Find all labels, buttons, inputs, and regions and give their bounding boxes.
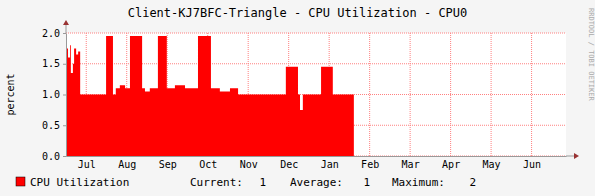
axis-arrow <box>574 153 579 159</box>
stat-label: Maximum: <box>392 176 445 189</box>
y-axis: 0.0 0.5 1.0 1.5 2.0 <box>42 28 67 162</box>
stat-value: 1 <box>363 176 370 189</box>
tick-mark <box>63 125 66 126</box>
tick-label: 2.0 <box>42 28 60 39</box>
grid-line <box>450 33 451 156</box>
tick: Jul <box>78 156 96 170</box>
tick: Apr <box>442 156 460 170</box>
axis-arrow <box>63 20 69 25</box>
watermark: RRDTOOL / TOBI OETIKER <box>587 8 595 102</box>
tick-mark <box>63 156 66 157</box>
plot-area <box>66 33 566 156</box>
tick-label: Jun <box>523 159 541 170</box>
tick: Nov <box>240 156 258 170</box>
tick-label: Jul <box>78 159 96 170</box>
tick-label: Nov <box>240 159 258 170</box>
grid-line <box>491 33 492 156</box>
axis-line <box>66 34 67 157</box>
tick: May <box>483 156 501 170</box>
chart: 0.0 0.5 1.0 1.5 2.0 Jul Aug Sep Oct Nov Dec Jan Feb M… <box>0 0 595 196</box>
tick-label: Apr <box>442 159 460 170</box>
tick-label: Feb <box>361 159 379 170</box>
tick: 2.0 <box>42 28 66 39</box>
tick-label: 0.0 <box>42 151 60 162</box>
tick: Dec <box>280 156 298 170</box>
axis-line <box>67 156 567 157</box>
tick: Feb <box>361 156 379 170</box>
background <box>0 0 595 196</box>
tick: 1.5 <box>42 58 66 69</box>
tick-mark <box>63 33 66 34</box>
tick: Mar <box>402 156 420 170</box>
tick-mark <box>63 64 66 65</box>
axis-extension <box>566 156 574 157</box>
legend-swatch <box>16 177 25 186</box>
x-axis: Jul Aug Sep Oct Nov Dec Jan Feb Mar Apr May Jun <box>67 156 567 170</box>
grid-line <box>410 33 411 156</box>
tick: Jan <box>321 156 339 170</box>
tick-label: 0.5 <box>42 120 60 131</box>
stat-value: 1 <box>259 176 266 189</box>
stat-value: 2 <box>469 176 476 189</box>
tick-label: 1.5 <box>42 58 60 69</box>
title: Client-KJ7BFC-Triangle - CPU Utilization… <box>128 6 468 20</box>
tick: Jun <box>523 156 541 170</box>
tick-label: Oct <box>199 159 217 170</box>
tick: Aug <box>118 156 136 170</box>
tick: Oct <box>199 156 217 170</box>
tick: 0.0 <box>42 151 66 162</box>
legend-label: CPU Utilization <box>30 176 129 189</box>
area <box>66 36 354 156</box>
tick-label: May <box>483 159 501 170</box>
marks <box>66 36 354 156</box>
tick-label: Sep <box>159 159 177 170</box>
grid-line <box>369 33 370 156</box>
tick-mark <box>63 95 66 96</box>
stat-label: Average: <box>290 176 343 189</box>
tick-label: Dec <box>280 159 298 170</box>
y-axis-title: percent <box>5 73 16 115</box>
tick: 1.0 <box>42 89 66 100</box>
tick-label: 1.0 <box>42 89 60 100</box>
stat-label: Current: <box>190 176 243 189</box>
tick-label: Jan <box>321 159 339 170</box>
tick: 0.5 <box>42 120 66 131</box>
grid-line <box>531 33 532 156</box>
legend: CPU Utilization Current: 1 Average: 1 Maximum… <box>16 176 476 189</box>
grid <box>66 33 566 156</box>
tick: Sep <box>159 156 177 170</box>
axis-extension <box>66 25 67 33</box>
tick-label: Mar <box>402 159 420 170</box>
tick-label: Aug <box>118 159 136 170</box>
